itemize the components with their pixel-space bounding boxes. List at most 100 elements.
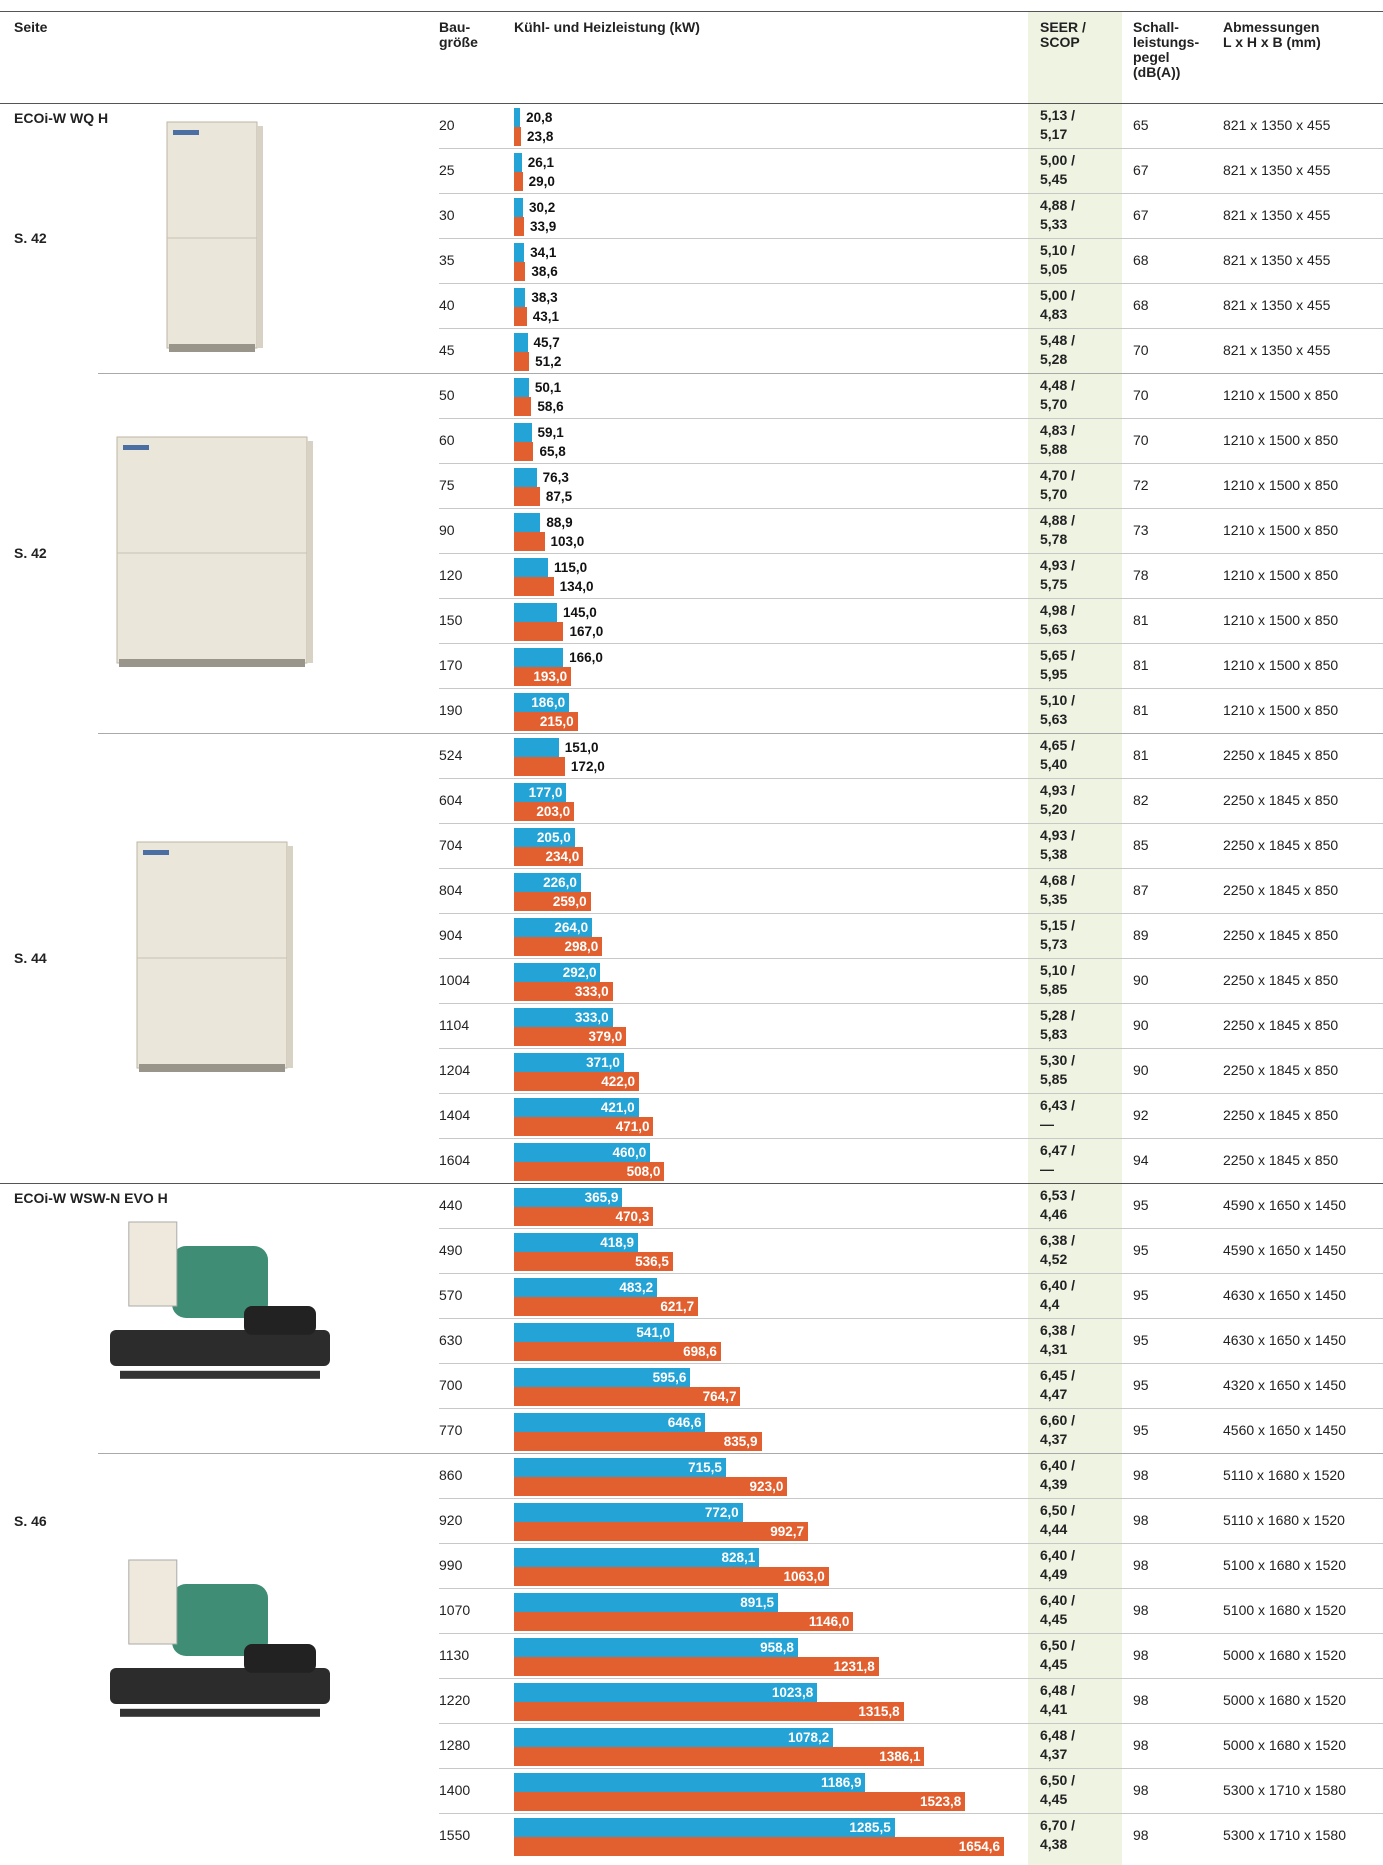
dims: 821 x 1350 x 455 xyxy=(1223,252,1331,268)
size: 35 xyxy=(439,252,455,268)
heating-bar xyxy=(514,847,584,866)
value-label: 923,0 xyxy=(749,1479,784,1494)
header-dims: Abmessungen L x H x B (mm) xyxy=(1223,19,1321,50)
heating-bar xyxy=(514,262,526,281)
seer: 5,00 / xyxy=(1040,152,1076,168)
seer: 5,15 / xyxy=(1040,917,1076,933)
cooling-bar xyxy=(514,1773,866,1792)
rule xyxy=(439,1093,1383,1094)
cooling-bar xyxy=(514,693,570,712)
rule xyxy=(98,373,1383,374)
value-label: 422,0 xyxy=(601,1074,635,1089)
dims: 2250 x 1845 x 850 xyxy=(1223,1107,1339,1123)
heating-bar xyxy=(514,172,523,191)
seer: 6,40 / xyxy=(1040,1592,1076,1608)
noise: 98 xyxy=(1133,1782,1149,1798)
value-label: 259,0 xyxy=(552,894,587,909)
size: 1550 xyxy=(439,1827,471,1843)
value-label: 88,9 xyxy=(546,515,573,530)
size: 1404 xyxy=(439,1107,471,1123)
cooling-bar xyxy=(514,963,601,982)
seer: 6,47 / xyxy=(1040,1142,1076,1158)
dims: 5000 x 1680 x 1520 xyxy=(1223,1692,1346,1708)
value-label: 38,3 xyxy=(531,290,558,305)
dims: 821 x 1350 x 455 xyxy=(1223,162,1331,178)
value-label: 76,3 xyxy=(542,470,569,485)
dims: 4630 x 1650 x 1450 xyxy=(1223,1287,1346,1303)
rule xyxy=(439,1318,1383,1319)
noise: 70 xyxy=(1133,342,1149,358)
scop: — xyxy=(1040,1161,1054,1177)
size: 490 xyxy=(439,1242,463,1258)
value-label: 151,0 xyxy=(564,740,599,755)
value-label: 421,0 xyxy=(600,1100,635,1115)
seer: 4,88 / xyxy=(1040,512,1076,528)
heating-bar xyxy=(514,1162,665,1181)
cooling-bar xyxy=(514,918,593,937)
cooling-bar xyxy=(514,1503,743,1522)
cooling-bar xyxy=(514,468,537,487)
value-label: 1523,8 xyxy=(919,1794,962,1809)
value-label: 38,6 xyxy=(531,264,558,279)
seer: 6,48 / xyxy=(1040,1727,1076,1743)
value-label: 234,0 xyxy=(545,849,580,864)
scop: 5,45 xyxy=(1040,171,1068,187)
value-label: 34,1 xyxy=(530,245,557,260)
value-label: 177,0 xyxy=(528,785,563,800)
size: 1070 xyxy=(439,1602,471,1618)
noise: 95 xyxy=(1133,1287,1149,1303)
heating-bar xyxy=(514,1522,808,1541)
scop: 5,70 xyxy=(1040,486,1068,502)
rule xyxy=(439,1678,1383,1679)
page-ref: S. 46 xyxy=(14,1512,47,1529)
seer: 5,28 / xyxy=(1040,1007,1076,1023)
size: 1400 xyxy=(439,1782,471,1798)
value-label: 365,9 xyxy=(584,1190,619,1205)
value-label: 508,0 xyxy=(626,1164,661,1179)
size: 40 xyxy=(439,297,455,313)
size: 570 xyxy=(439,1287,463,1303)
cooling-bar xyxy=(514,108,521,127)
value-label: 215,0 xyxy=(539,714,574,729)
dims: 5100 x 1680 x 1520 xyxy=(1223,1602,1346,1618)
dims: 1210 x 1500 x 850 xyxy=(1223,522,1339,538)
seer: 4,68 / xyxy=(1040,872,1076,888)
size: 990 xyxy=(439,1557,463,1573)
scop: 5,95 xyxy=(1040,666,1068,682)
seer: 4,83 / xyxy=(1040,422,1076,438)
scop: 4,37 xyxy=(1040,1431,1068,1447)
value-label: 764,7 xyxy=(702,1389,737,1404)
value-label: 646,6 xyxy=(667,1415,702,1430)
rule xyxy=(439,598,1383,599)
value-label: 1023,8 xyxy=(771,1685,814,1700)
seer: 6,53 / xyxy=(1040,1187,1076,1203)
header-noise: Schall- leistungs- pegel (dB(A)) xyxy=(1133,19,1200,80)
noise: 89 xyxy=(1133,927,1149,943)
page-ref: S. 44 xyxy=(14,950,47,966)
dims: 821 x 1350 x 455 xyxy=(1223,207,1331,223)
noise: 98 xyxy=(1133,1647,1149,1663)
rule xyxy=(439,148,1383,149)
value-label: 371,0 xyxy=(586,1055,620,1070)
section-name: ECOi-W WSW-N EVO H xyxy=(14,1190,168,1206)
rule xyxy=(439,958,1383,959)
value-label: 23,8 xyxy=(527,129,554,144)
rule xyxy=(98,1453,1383,1454)
heating-bar xyxy=(514,1792,966,1811)
value-label: 470,3 xyxy=(615,1209,650,1224)
cooling-bar xyxy=(514,603,557,622)
value-label: 134,0 xyxy=(559,579,594,594)
rule xyxy=(439,1498,1383,1499)
dims: 5110 x 1680 x 1520 xyxy=(1223,1467,1345,1483)
scop: 4,37 xyxy=(1040,1746,1068,1762)
noise: 65 xyxy=(1133,117,1149,133)
size: 1604 xyxy=(439,1152,471,1168)
rule xyxy=(439,1363,1383,1364)
noise: 95 xyxy=(1133,1332,1149,1348)
rule xyxy=(439,463,1383,464)
seer: 5,10 / xyxy=(1040,242,1076,258)
scop: 5,78 xyxy=(1040,531,1068,547)
noise: 68 xyxy=(1133,252,1149,268)
noise: 95 xyxy=(1133,1242,1149,1258)
value-label: 59,1 xyxy=(537,425,564,440)
